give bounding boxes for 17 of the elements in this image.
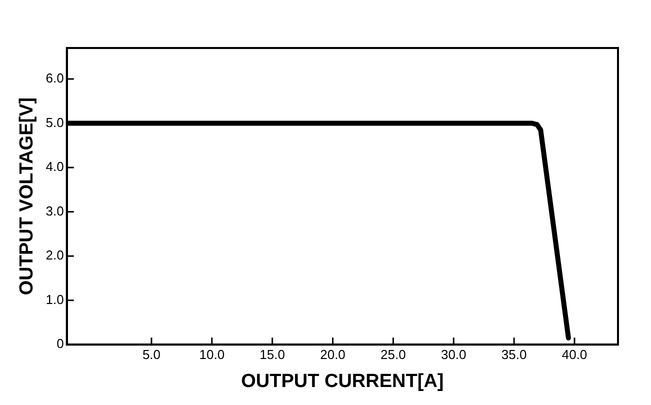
y-tick-label: 6.0	[46, 70, 64, 86]
x-axis-title: OUTPUT CURRENT[A]	[241, 370, 444, 392]
x-tick-label: 25.0	[380, 346, 406, 362]
x-tick-label: 30.0	[440, 346, 466, 362]
x-tick-label: 15.0	[260, 346, 285, 362]
x-tick-label: 20.0	[320, 346, 346, 362]
y-axis-title: OUTPUT VOLTAGE[V]	[16, 97, 38, 296]
x-tick-label: 5.0	[142, 346, 161, 362]
y-tick-label: 5.0	[46, 114, 64, 130]
y-tick-label: 0	[56, 336, 64, 352]
y-tick-label: 2.0	[46, 248, 64, 263]
y-tick-label: 1.0	[46, 292, 64, 307]
x-tick-label: 10.0	[199, 346, 225, 362]
y-tick-label: 4.0	[46, 159, 64, 174]
y-tick-label: 3.0	[46, 203, 64, 218]
x-tick-label: 40.0	[562, 346, 588, 362]
x-tick-label: 35.0	[501, 346, 527, 362]
